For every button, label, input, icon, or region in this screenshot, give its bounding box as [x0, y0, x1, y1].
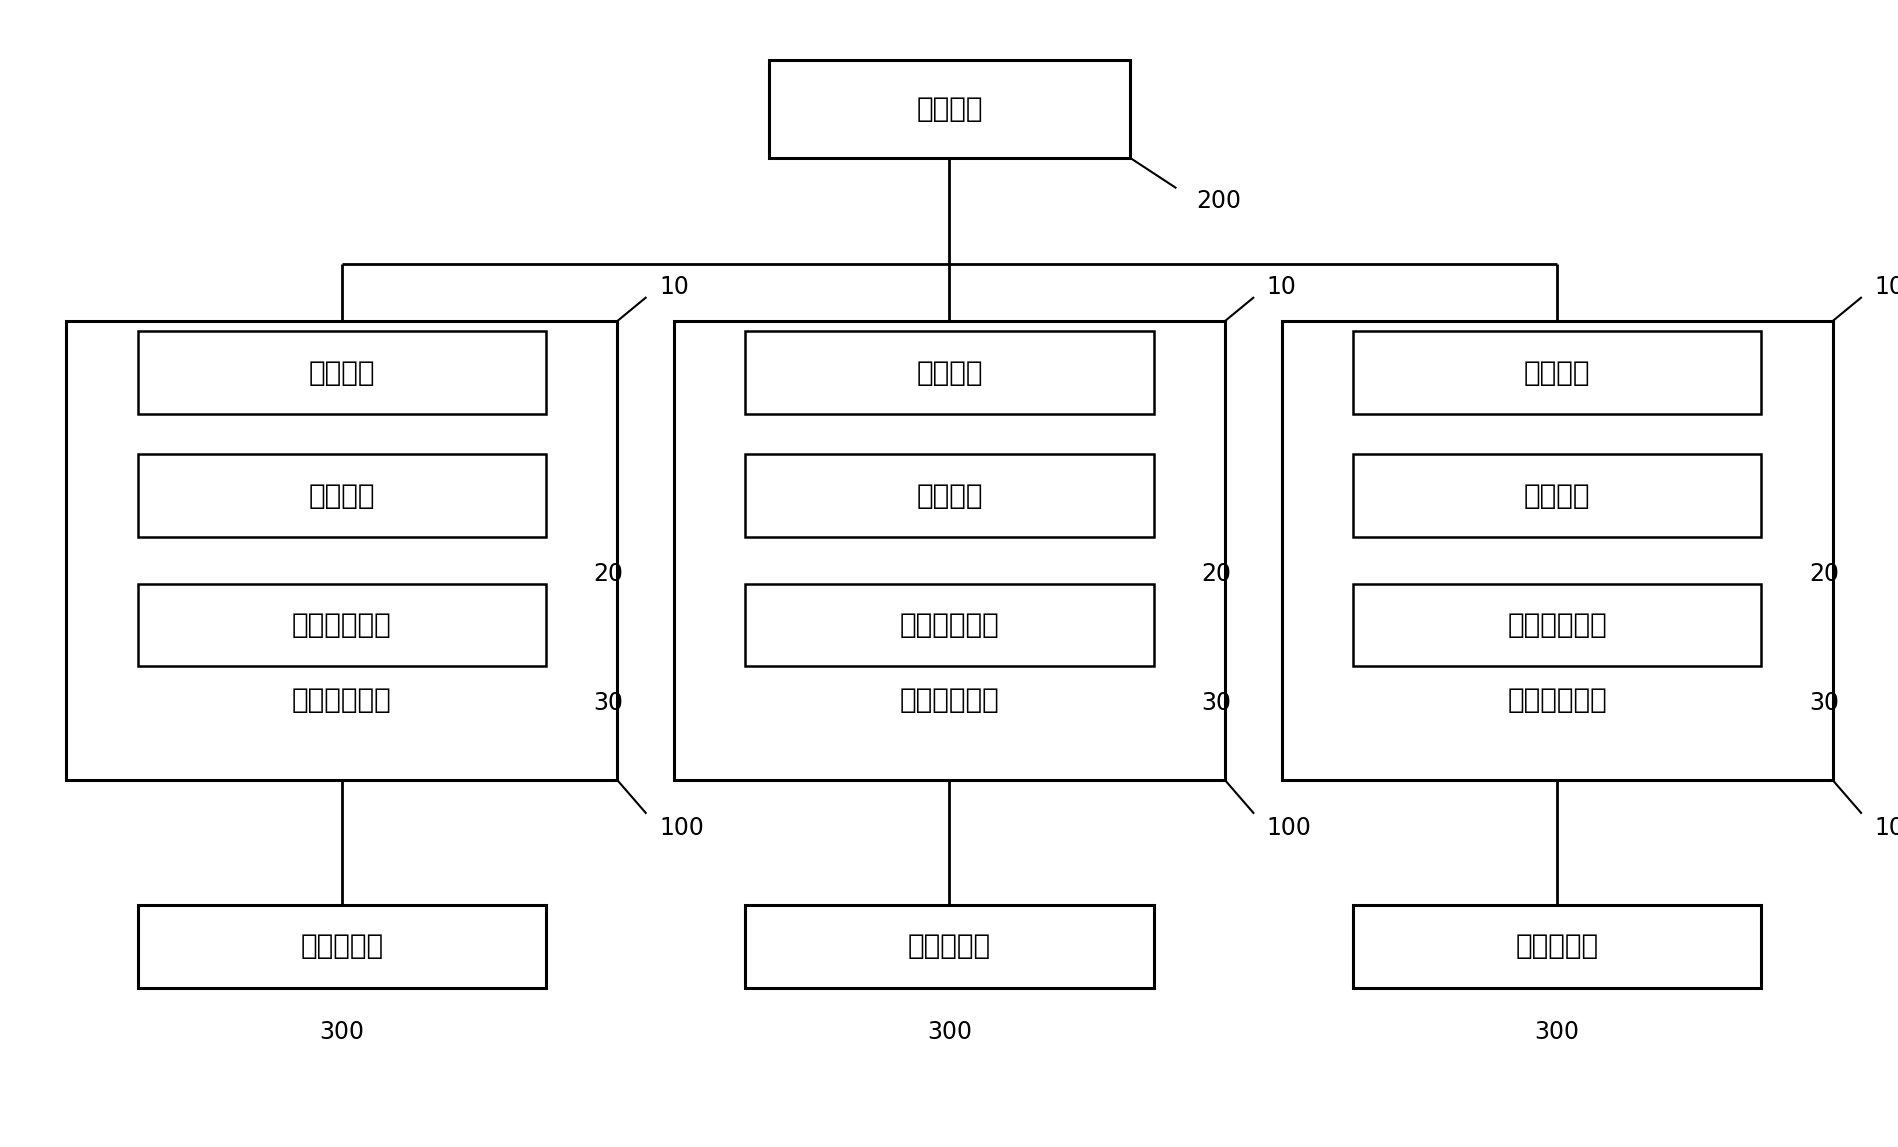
- Text: 20: 20: [1201, 562, 1230, 585]
- Text: 200: 200: [1196, 189, 1241, 213]
- Text: 网络配置装置: 网络配置装置: [900, 686, 998, 713]
- Bar: [1351, 454, 1759, 537]
- Text: 总控模块: 总控模块: [915, 95, 983, 123]
- Text: 20: 20: [592, 562, 623, 585]
- Text: 网络重置模块: 网络重置模块: [1507, 611, 1606, 639]
- Bar: [1351, 584, 1759, 666]
- Text: 100: 100: [1266, 817, 1312, 840]
- Text: 显示模块: 显示模块: [1522, 482, 1591, 509]
- Text: 300: 300: [319, 1020, 364, 1044]
- Text: 网络配置装置: 网络配置装置: [1507, 686, 1606, 713]
- Bar: [1281, 321, 1832, 780]
- Text: 20: 20: [1807, 562, 1837, 585]
- Bar: [744, 331, 1154, 414]
- Text: 10: 10: [1873, 275, 1898, 298]
- Bar: [744, 905, 1154, 988]
- Bar: [137, 331, 547, 414]
- Text: 控制模块: 控制模块: [915, 359, 983, 387]
- Text: 100: 100: [659, 817, 704, 840]
- Text: 高压变频器: 高压变频器: [300, 933, 383, 960]
- Text: 300: 300: [926, 1020, 972, 1044]
- Text: 30: 30: [1807, 692, 1837, 715]
- Bar: [137, 454, 547, 537]
- Text: 高压变频器: 高压变频器: [907, 933, 991, 960]
- Bar: [744, 454, 1154, 537]
- Bar: [137, 905, 547, 988]
- Text: 300: 300: [1534, 1020, 1579, 1044]
- Text: 100: 100: [1873, 817, 1898, 840]
- Text: 控制模块: 控制模块: [307, 359, 376, 387]
- Text: 网络配置装置: 网络配置装置: [292, 686, 391, 713]
- Text: 网络重置模块: 网络重置模块: [292, 611, 391, 639]
- Text: 显示模块: 显示模块: [915, 482, 983, 509]
- Bar: [1351, 905, 1759, 988]
- Text: 30: 30: [1201, 692, 1230, 715]
- Bar: [744, 584, 1154, 666]
- Bar: [137, 584, 547, 666]
- Text: 显示模块: 显示模块: [307, 482, 376, 509]
- Text: 高压变频器: 高压变频器: [1515, 933, 1598, 960]
- Text: 10: 10: [659, 275, 689, 298]
- Bar: [674, 321, 1224, 780]
- Text: 10: 10: [1266, 275, 1296, 298]
- Bar: [769, 60, 1129, 157]
- Text: 控制模块: 控制模块: [1522, 359, 1591, 387]
- Text: 网络重置模块: 网络重置模块: [900, 611, 998, 639]
- Text: 30: 30: [592, 692, 623, 715]
- Bar: [1351, 331, 1759, 414]
- Bar: [66, 321, 617, 780]
